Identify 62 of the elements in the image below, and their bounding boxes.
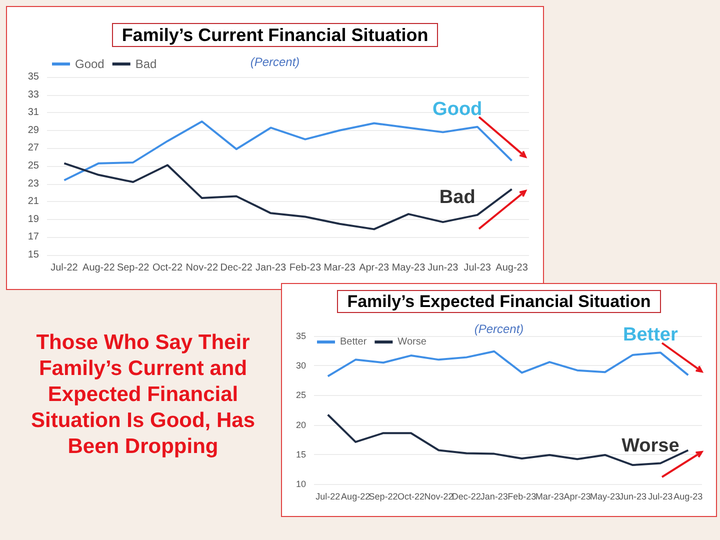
x-tick-label: Feb-23 (289, 262, 322, 274)
y-tick-label: 25 (296, 390, 306, 400)
y-tick-label: 15 (28, 250, 40, 260)
x-tick-label: Jan-23 (480, 492, 508, 502)
x-tick-label: Oct-22 (152, 262, 183, 274)
x-tick-label: Aug-22 (82, 262, 116, 274)
x-tick-label: Jun-23 (618, 492, 646, 502)
x-tick-label: Jul-22 (50, 262, 78, 274)
x-tick-label: May-23 (590, 492, 620, 502)
x-tick-label: Nov-22 (186, 262, 218, 274)
y-tick-label: 23 (28, 178, 40, 190)
y-tick-label: 35 (296, 331, 306, 341)
y-tick-label: 29 (28, 124, 40, 136)
y-tick-label: 10 (296, 479, 306, 489)
x-tick-label: Mar-23 (535, 492, 564, 502)
x-tick-label: Apr-23 (359, 262, 390, 274)
chart-title: Family’s Expected Financial Situation (347, 292, 651, 311)
line-series (63, 120, 513, 182)
y-tick-label: 19 (28, 214, 40, 225)
annotation: Better (622, 324, 678, 346)
y-tick-label: 35 (28, 72, 40, 82)
legend-label: Good (75, 57, 104, 71)
chart-subtitle: (Percent) (250, 55, 300, 69)
x-tick-label: Oct-22 (397, 492, 425, 502)
y-tick-label: 17 (28, 232, 40, 243)
y-tick-label: 31 (28, 107, 40, 118)
text: Those Who Say Their Family’s Current and Expected Financial Situation Is Good, Has Been Dropping (30, 330, 256, 460)
x-tick-label: Nov-22 (424, 492, 454, 502)
annotation: Good (432, 98, 482, 120)
x-tick-label: Jul-22 (316, 492, 340, 502)
y-tick-label: 33 (28, 89, 40, 100)
x-tick-label: Jul-23 (464, 262, 492, 274)
annotation: Bad (439, 186, 476, 208)
line-series (63, 162, 513, 230)
y-tick-label: 15 (296, 449, 306, 460)
x-tick-label: Sep-22 (116, 262, 150, 274)
x-tick-label: Feb-23 (508, 492, 536, 502)
x-tick-label: Apr-23 (564, 492, 591, 502)
x-tick-label: May-23 (392, 262, 426, 274)
y-tick-label: 20 (296, 420, 306, 430)
x-tick-label: Jul-23 (648, 492, 673, 502)
legend-label: Bad (135, 57, 157, 71)
line-series (326, 350, 690, 378)
y-tick-label: 27 (28, 142, 40, 154)
x-tick-label: Dec-22 (220, 262, 253, 274)
legend-label: Better (340, 336, 368, 348)
x-tick-label: Jan-23 (255, 262, 287, 274)
x-tick-label: Aug-22 (341, 492, 370, 502)
x-tick-label: Aug-23 (496, 262, 528, 274)
x-tick-label: Dec-22 (452, 492, 481, 502)
y-tick-label: 21 (28, 196, 40, 208)
y-tick-label: 30 (296, 360, 306, 371)
y-tick-label: 25 (28, 160, 40, 172)
legend-label: Worse (398, 336, 427, 348)
chart-subtitle: (Percent) (474, 322, 524, 336)
annotation: Worse (622, 435, 680, 456)
x-tick-label: Aug-23 (674, 492, 703, 502)
chart-title: Family’s Current Financial Situation (122, 25, 428, 45)
x-tick-label: Mar-23 (324, 262, 356, 274)
line-series (326, 414, 690, 466)
x-tick-label: Jun-23 (428, 262, 459, 274)
x-tick-label: Sep-22 (368, 492, 398, 502)
